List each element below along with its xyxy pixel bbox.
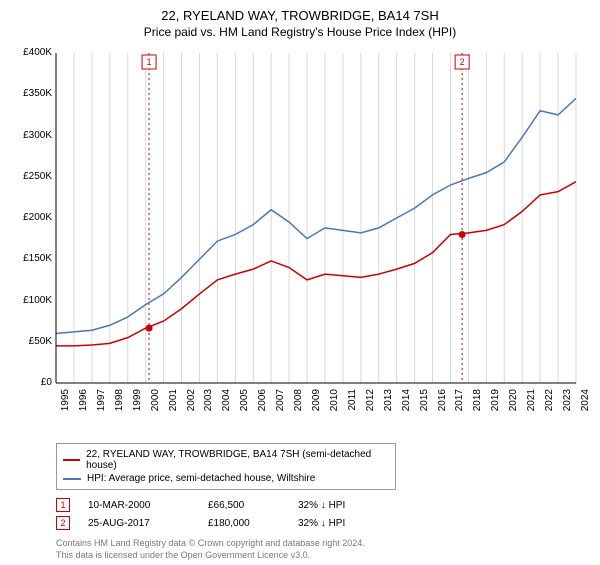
y-axis-label: £400K [12,47,52,58]
x-axis-label: 2008 [293,389,304,417]
y-axis-label: £200K [12,212,52,223]
y-axis-label: £50K [12,336,52,347]
x-axis-label: 2004 [221,389,232,417]
x-axis-label: 2022 [544,389,555,417]
y-axis-label: £0 [12,377,52,388]
event-row: 1 10-MAR-2000£66,50032% ↓ HPI [56,496,588,514]
event-marker-table: 1 10-MAR-2000£66,50032% ↓ HPI 2 25-AUG-2017… [56,496,588,532]
legend-item: HPI: Average price, semi-detached house,… [63,472,389,485]
event-badge: 1 [56,498,70,512]
x-axis-label: 1997 [96,389,107,417]
svg-text:2: 2 [460,57,465,67]
y-axis-label: £350K [12,88,52,99]
x-axis-label: 2003 [203,389,214,417]
x-axis-label: 2023 [562,389,573,417]
x-axis-label: 2001 [168,389,179,417]
x-axis-label: 2006 [257,389,268,417]
x-axis-label: 1998 [114,389,125,417]
y-axis-label: £250K [12,171,52,182]
x-axis-label: 2019 [490,389,501,417]
event-date: 25-AUG-2017 [88,518,208,529]
x-axis-label: 2005 [239,389,250,417]
event-price: £180,000 [208,518,298,529]
x-axis-label: 2000 [150,389,161,417]
event-badge: 2 [56,516,70,530]
y-axis-label: £100K [12,295,52,306]
event-row: 2 25-AUG-2017£180,00032% ↓ HPI [56,514,588,532]
legend: 22, RYELAND WAY, TROWBRIDGE, BA14 7SH (s… [56,443,396,490]
price-chart: 12 £0£50K£100K£150K£200K£250K£300K£350K£… [12,47,588,437]
x-axis-label: 2007 [275,389,286,417]
x-axis-label: 1999 [132,389,143,417]
page-subtitle: Price paid vs. HM Land Registry's House … [12,25,588,39]
legend-swatch [63,478,81,480]
x-axis-label: 1995 [60,389,71,417]
y-axis-label: £150K [12,253,52,264]
x-axis-label: 2002 [186,389,197,417]
x-axis-label: 2017 [454,389,465,417]
x-axis-label: 2009 [311,389,322,417]
x-axis-label: 1996 [78,389,89,417]
event-delta: 32% ↓ HPI [298,518,345,529]
y-axis-label: £300K [12,130,52,141]
svg-text:1: 1 [147,57,152,67]
legend-swatch [63,459,80,461]
x-axis-label: 2015 [419,389,430,417]
x-axis-label: 2012 [365,389,376,417]
x-axis-label: 2020 [508,389,519,417]
x-axis-label: 2013 [383,389,394,417]
event-delta: 32% ↓ HPI [298,500,345,511]
legend-label: HPI: Average price, semi-detached house,… [87,473,315,484]
legend-item: 22, RYELAND WAY, TROWBRIDGE, BA14 7SH (s… [63,448,389,472]
x-axis-label: 2018 [472,389,483,417]
x-axis-label: 2024 [580,389,591,417]
x-axis-label: 2010 [329,389,340,417]
footnote-line: Contains HM Land Registry data © Crown c… [56,538,588,550]
chart-svg: 12 [12,47,588,437]
x-axis-label: 2021 [526,389,537,417]
x-axis-label: 2011 [347,389,358,417]
legend-label: 22, RYELAND WAY, TROWBRIDGE, BA14 7SH (s… [86,449,389,471]
event-price: £66,500 [208,500,298,511]
page-title: 22, RYELAND WAY, TROWBRIDGE, BA14 7SH [12,8,588,23]
footnote: Contains HM Land Registry data © Crown c… [56,538,588,561]
x-axis-label: 2014 [401,389,412,417]
event-date: 10-MAR-2000 [88,500,208,511]
x-axis-label: 2016 [437,389,448,417]
